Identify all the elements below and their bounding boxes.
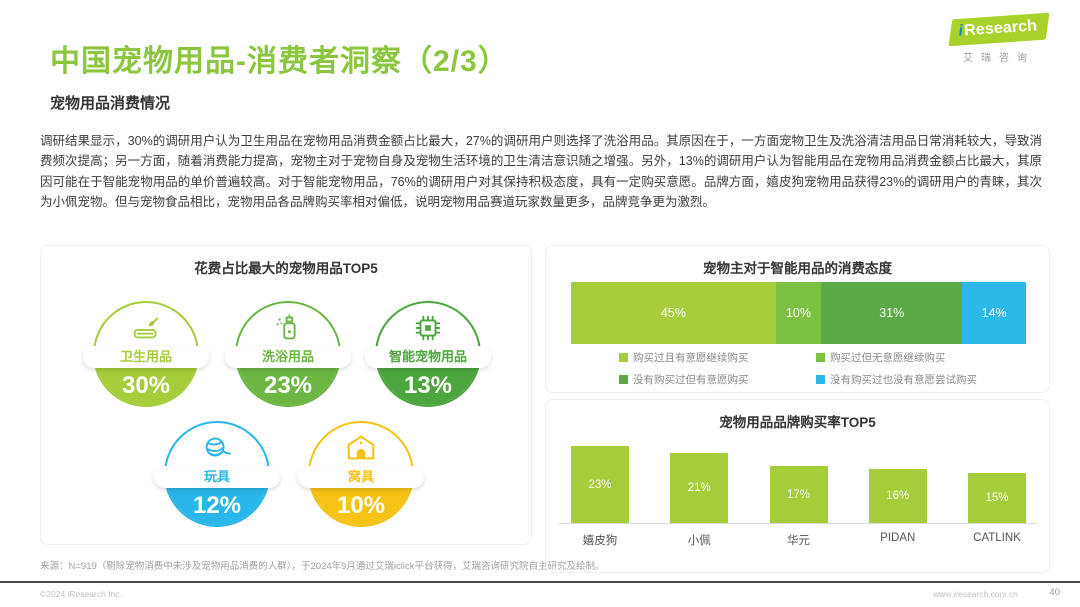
bubble-label: 智能宠物用品 bbox=[365, 346, 491, 368]
segment-value: 45% bbox=[660, 306, 686, 320]
footer-divider bbox=[0, 581, 1080, 583]
brand-bar: 17% bbox=[769, 466, 828, 523]
segment-value: 31% bbox=[879, 306, 905, 320]
attitude-segment: 14% bbox=[962, 282, 1026, 344]
legend-label: 没有购买过但有意愿购买 bbox=[633, 374, 749, 386]
logo-chinese-name: 艾瑞咨询 bbox=[963, 53, 1035, 64]
bar-value: 16% bbox=[886, 490, 910, 502]
bubble-percent: 10% bbox=[336, 492, 386, 519]
bar-value: 21% bbox=[687, 482, 711, 494]
bubble-label: 窝具 bbox=[298, 466, 424, 488]
attitude-segment: 31% bbox=[821, 282, 963, 344]
legend-item: 没有购买过也没有意愿尝试购买 bbox=[816, 372, 977, 387]
legend-swatch bbox=[816, 375, 825, 384]
brand-bar: 16% bbox=[868, 469, 927, 523]
legend-label: 购买过且有意愿继续购买 bbox=[633, 352, 749, 364]
bubble-fill bbox=[95, 366, 197, 405]
brand-name: CATLINK bbox=[973, 532, 1021, 544]
legend-swatch bbox=[816, 353, 825, 362]
spray-bottle-icon bbox=[237, 309, 339, 347]
attitude-segment: 10% bbox=[775, 282, 822, 344]
brand-name: 嬉皮狗 bbox=[582, 535, 618, 547]
top5-item-toy: 12% 玩具 bbox=[154, 421, 280, 527]
page-number: 40 bbox=[1049, 587, 1060, 598]
chip-icon bbox=[377, 309, 479, 347]
page-title: 中国宠物用品-消费者洞察（2/3） bbox=[50, 45, 509, 78]
brand-axis-line bbox=[558, 523, 1037, 524]
yarn-ball-icon bbox=[166, 429, 268, 467]
attitude-segment: 45% bbox=[571, 282, 776, 344]
logo-research-text: Research bbox=[963, 17, 1038, 40]
bubble-label: 卫生用品 bbox=[83, 346, 209, 368]
legend-item: 购买过且有意愿继续购买 bbox=[619, 350, 816, 365]
segment-value: 10% bbox=[785, 306, 812, 320]
iresearch-logo: iResearch 艾瑞咨询 bbox=[944, 12, 1054, 64]
legend-swatch bbox=[619, 353, 628, 362]
brand-bar-labels: 嬉皮狗 小佩 华元 PIDAN CATLINK bbox=[571, 532, 1026, 548]
brand-bar: 23% bbox=[571, 446, 629, 523]
top5-item-nest: 10% 窝具 bbox=[298, 421, 424, 527]
attitude-stacked-bar: 45% 10% 31% 14% bbox=[571, 282, 1026, 344]
bubble-label: 玩具 bbox=[154, 466, 280, 488]
bubble-fill bbox=[377, 366, 479, 405]
pet-house-icon bbox=[310, 429, 412, 467]
legend-item: 购买过但无意愿继续购买 bbox=[816, 350, 977, 365]
litter-tray-icon bbox=[95, 309, 197, 347]
brand-name: 华元 bbox=[787, 535, 810, 547]
bubble-percent: 12% bbox=[192, 492, 242, 519]
segment-value: 14% bbox=[981, 306, 1007, 320]
bubble-fill bbox=[166, 486, 268, 525]
legend-item: 没有购买过但有意愿购买 bbox=[619, 372, 816, 387]
bar-value: 15% bbox=[985, 492, 1009, 504]
top5-spend-title: 花费占比最大的宠物用品TOP5 bbox=[194, 261, 378, 276]
bubble-label: 洗浴用品 bbox=[225, 346, 351, 368]
bar-value: 17% bbox=[786, 488, 811, 501]
smart-attitude-title: 宠物主对于智能用品的消费态度 bbox=[703, 261, 892, 276]
brand-name: PIDAN bbox=[880, 532, 916, 544]
bubble-percent: 30% bbox=[121, 372, 171, 399]
source-note: 来源：N=919（剔除宠物消费中未涉及宠物用品消费的人群），于2024年9月通过… bbox=[40, 561, 605, 572]
top5-item-bath: 23% 洗浴用品 bbox=[225, 301, 351, 407]
attitude-legend: 购买过且有意愿继续购买 购买过但无意愿继续购买没有购买过但有意愿购买 没有购买过也没… bbox=[619, 350, 977, 387]
brand-name: 小佩 bbox=[687, 535, 711, 547]
legend-label: 购买过但无意愿继续购买 bbox=[830, 352, 946, 364]
top5-spend-panel: 花费占比最大的宠物用品TOP5 30% 卫生用品 23% 洗浴用品 13% 智能宠物用品 1… bbox=[40, 245, 532, 545]
bubble-circle: 12% bbox=[164, 421, 270, 527]
smart-attitude-panel: 宠物主对于智能用品的消费态度 45% 10% 31% 14% 购买过且有意愿继续购买购… bbox=[545, 245, 1050, 393]
top5-item-smart: 13% 智能宠物用品 bbox=[365, 301, 491, 407]
bubble-percent: 23% bbox=[263, 372, 313, 399]
bubble-fill bbox=[310, 486, 412, 525]
bubble-fill bbox=[237, 366, 339, 405]
copyright-text: ©2024 iResearch Inc. bbox=[40, 589, 122, 599]
legend-label: 没有购买过也没有意愿尝试购买 bbox=[830, 374, 977, 386]
brand-bar: 21% bbox=[670, 453, 729, 523]
section-subtitle: 宠物用品消费情况 bbox=[50, 95, 171, 112]
brand-bar: 15% bbox=[968, 473, 1026, 523]
brand-bars: 23% 21% 17% 16% 15% bbox=[571, 433, 1026, 523]
legend-swatch bbox=[619, 375, 628, 384]
bar-value: 23% bbox=[588, 478, 612, 491]
website-text: www.iresearch.com.cn bbox=[932, 589, 1018, 599]
intro-paragraph: 调研结果显示，30%的调研用户认为卫生用品在宠物用品消费金额占比最大，27%的调… bbox=[40, 134, 1042, 209]
top5-item-hygiene: 30% 卫生用品 bbox=[83, 301, 209, 407]
iresearch-logo-mark: iResearch bbox=[948, 12, 1050, 47]
brand-purchase-title: 宠物用品品牌购买率TOP5 bbox=[719, 415, 876, 430]
bubble-percent: 13% bbox=[403, 372, 453, 399]
brand-purchase-panel: 宠物用品品牌购买率TOP5 23% 21% 17% 16% 15% 嬉皮狗 小佩 华元 PID… bbox=[545, 399, 1050, 573]
